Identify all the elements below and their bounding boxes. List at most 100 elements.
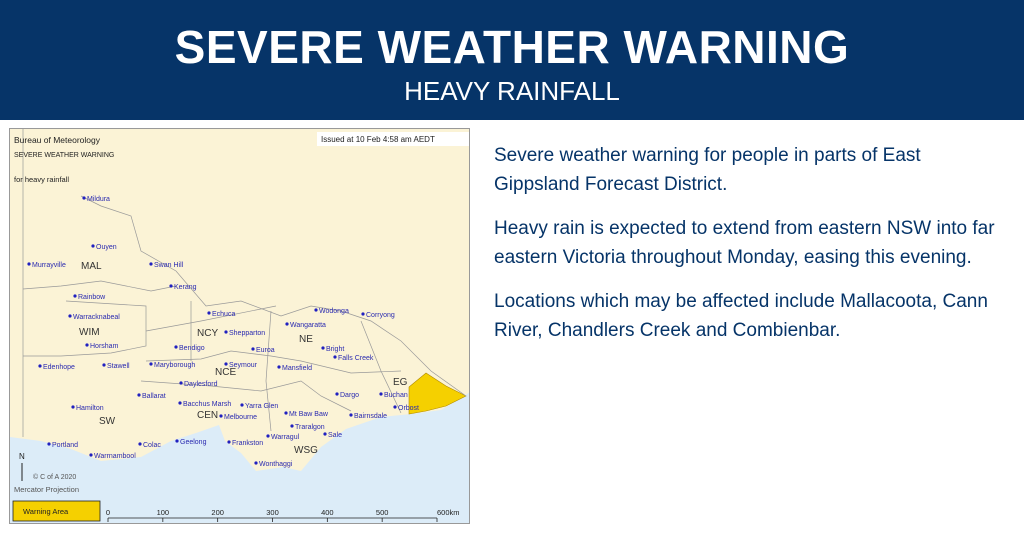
town-label: Euroa bbox=[256, 347, 275, 354]
legend-swatch bbox=[12, 500, 101, 522]
town-dot bbox=[73, 294, 77, 298]
town-label: Warrnambool bbox=[94, 453, 136, 460]
district-label: MAL bbox=[81, 261, 102, 272]
scale-label: 100 bbox=[157, 508, 170, 517]
town-label: Hamilton bbox=[76, 405, 104, 412]
town-dot bbox=[102, 363, 106, 367]
town-label: Shepparton bbox=[229, 330, 265, 337]
town-dot bbox=[178, 401, 182, 405]
town-dot bbox=[240, 403, 244, 407]
map-hazard: for heavy rainfall bbox=[14, 175, 69, 184]
town-dot bbox=[219, 414, 223, 418]
map-svg: Bureau of Meteorology SEVERE WEATHER WARN… bbox=[10, 129, 469, 523]
scale-label: 400 bbox=[321, 508, 334, 517]
town-label: Edenhope bbox=[43, 364, 75, 371]
warning-text: Severe weather warning for people in par… bbox=[494, 141, 1009, 360]
paragraph: Severe weather warning for people in par… bbox=[494, 145, 921, 195]
warning-map: Bureau of Meteorology SEVERE WEATHER WARN… bbox=[9, 128, 470, 524]
town-label: Bairnsdale bbox=[354, 413, 387, 420]
town-dot bbox=[224, 330, 228, 334]
town-label: Colac bbox=[143, 442, 161, 449]
town-dot bbox=[333, 355, 337, 359]
map-heading: SEVERE WEATHER WARNING bbox=[14, 152, 114, 159]
town-dot bbox=[379, 392, 383, 396]
town-dot bbox=[314, 308, 318, 312]
town-label: Mildura bbox=[87, 196, 110, 203]
town-label: Portland bbox=[52, 442, 78, 449]
town-label: Buchan bbox=[384, 392, 408, 399]
town-label: Murrayville bbox=[32, 262, 66, 269]
town-label: Warragul bbox=[271, 434, 300, 441]
district-label: NE bbox=[299, 334, 313, 345]
legend-label: Warning Area bbox=[23, 507, 69, 516]
town-label: Geelong bbox=[180, 439, 207, 446]
borders bbox=[22, 129, 467, 437]
town-label: Wonthaggi bbox=[259, 461, 293, 468]
town-dot bbox=[174, 345, 178, 349]
town-dot bbox=[266, 434, 270, 438]
town-dot bbox=[149, 362, 153, 366]
issued-time: Issued at 10 Feb 4:58 am AEDT bbox=[321, 135, 435, 144]
scale-label: 500 bbox=[376, 508, 389, 517]
town-dot bbox=[207, 311, 211, 315]
town-dot bbox=[284, 411, 288, 415]
town-dot bbox=[89, 453, 93, 457]
projection: Mercator Projection bbox=[14, 485, 79, 494]
town-label: Bendigo bbox=[179, 345, 205, 352]
town-dot bbox=[47, 442, 51, 446]
town-dot bbox=[285, 322, 289, 326]
town-dot bbox=[71, 405, 75, 409]
town-dot bbox=[27, 262, 31, 266]
sea bbox=[10, 392, 469, 523]
town-label: Traralgon bbox=[295, 424, 325, 431]
town-label: Ballarat bbox=[142, 393, 166, 400]
issued-box bbox=[317, 132, 469, 146]
town-dot bbox=[91, 244, 95, 248]
town-dot bbox=[321, 346, 325, 350]
town-dot bbox=[68, 314, 72, 318]
town-dot bbox=[393, 405, 397, 409]
town-dot bbox=[169, 284, 173, 288]
copyright: © C of A 2020 bbox=[33, 473, 76, 481]
town-dot bbox=[227, 440, 231, 444]
district-label: WSG bbox=[294, 445, 318, 456]
district-label: NCE bbox=[215, 367, 236, 378]
town-label: Horsham bbox=[90, 343, 119, 350]
town-dot bbox=[323, 432, 327, 436]
town-label: Dargo bbox=[340, 392, 359, 399]
scale-label: 0 bbox=[106, 508, 110, 517]
town-dot bbox=[335, 392, 339, 396]
town-dot bbox=[82, 196, 86, 200]
town-label: Warracknabeal bbox=[73, 314, 120, 321]
town-label: Seymour bbox=[229, 362, 258, 369]
town-dot bbox=[277, 365, 281, 369]
town-label: Frankston bbox=[232, 440, 263, 447]
town-label: Ouyen bbox=[96, 244, 117, 251]
town-dot bbox=[254, 461, 258, 465]
district-label: CEN bbox=[197, 410, 218, 421]
warning-area bbox=[408, 372, 467, 415]
map-source: Bureau of Meteorology bbox=[14, 135, 101, 145]
town-label: Yarra Glen bbox=[245, 403, 278, 410]
town-dot bbox=[224, 362, 228, 366]
district-label: SW bbox=[99, 416, 116, 427]
subtitle: HEAVY RAINFALL bbox=[404, 76, 620, 106]
town-label: Daylesford bbox=[184, 381, 218, 388]
town-dot bbox=[361, 312, 365, 316]
town-dot bbox=[349, 413, 353, 417]
paragraph: Locations which may be affected include … bbox=[494, 291, 988, 341]
north-label: N bbox=[19, 452, 25, 461]
scale-label: 600km bbox=[437, 508, 460, 517]
town-label: Wodonga bbox=[319, 308, 349, 315]
town-label: Bacchus Marsh bbox=[183, 401, 231, 408]
title: SEVERE WEATHER WARNING bbox=[174, 21, 850, 73]
town-dot bbox=[85, 343, 89, 347]
town-dot bbox=[175, 439, 179, 443]
town-dot bbox=[138, 442, 142, 446]
town-label: Melbourne bbox=[224, 414, 257, 421]
town-label: Sale bbox=[328, 432, 342, 439]
district-label: EG bbox=[393, 377, 408, 388]
town-label: Falls Creek bbox=[338, 355, 374, 362]
town-label: Stawell bbox=[107, 363, 130, 370]
